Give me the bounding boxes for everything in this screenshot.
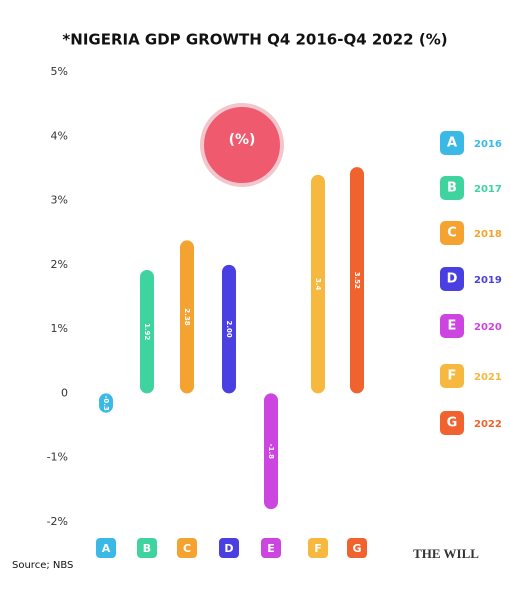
legend-year: 2016: [474, 139, 502, 150]
bar: [222, 264, 236, 394]
category-badge: [347, 538, 367, 558]
legend-badge: [440, 131, 464, 155]
value-label: -0.3: [102, 395, 110, 410]
category-badge: [137, 538, 157, 558]
category-badge: [177, 538, 197, 558]
legend-badge: [440, 364, 464, 388]
legend-badge: [440, 221, 464, 245]
category-badge: [261, 538, 281, 558]
x-tick-label: A: [102, 542, 111, 555]
legend-year: 2018: [474, 229, 502, 240]
legend-badge: [440, 176, 464, 200]
legend-letter: C: [447, 226, 457, 241]
y-tick-label: 2%: [51, 258, 68, 271]
legend-letter: A: [447, 136, 457, 151]
y-tick-label: 1%: [51, 322, 68, 335]
category-badge: [219, 538, 239, 558]
logo: THE WILL: [413, 546, 479, 561]
legend-badge: [440, 411, 464, 435]
value-label: 3.4: [314, 278, 322, 291]
bar: [180, 240, 194, 394]
x-tick-label: E: [267, 542, 275, 555]
x-tick-label: G: [352, 542, 361, 555]
legend-letter: G: [447, 416, 458, 431]
legend-year: 2017: [474, 184, 502, 195]
bar: [140, 270, 154, 394]
value-label: -1.8: [267, 444, 275, 459]
x-tick-label: B: [143, 542, 151, 555]
x-tick-label: F: [314, 542, 322, 555]
value-label: 3.52: [353, 272, 361, 289]
legend-letter: D: [447, 272, 458, 287]
value-label: 1.92: [143, 323, 151, 340]
badge-text: (%): [229, 132, 256, 148]
bar: [350, 167, 364, 394]
legend-year: 2021: [474, 372, 502, 383]
legend-badge: [440, 314, 464, 338]
source: Source; NBS: [12, 560, 73, 571]
y-tick-label: 3%: [51, 194, 68, 207]
badge-circle: [200, 103, 284, 187]
category-badge: [308, 538, 328, 558]
bar: [99, 393, 113, 413]
category-badge: [96, 538, 116, 558]
value-label: 2.00: [225, 321, 233, 338]
y-tick-label: 4%: [51, 129, 68, 142]
value-label: 2.38: [183, 308, 191, 325]
x-tick-label: D: [224, 542, 233, 555]
x-tick-label: C: [183, 542, 191, 555]
legend-badge: [440, 267, 464, 291]
legend-year: 2022: [474, 419, 502, 430]
legend-letter: F: [448, 369, 457, 384]
y-tick-label: -2%: [47, 515, 68, 528]
y-tick-label: -1%: [47, 451, 68, 464]
y-tick-label: 0: [61, 386, 68, 399]
bar: [311, 174, 325, 394]
bar: [264, 393, 278, 510]
legend-year: 2020: [474, 322, 502, 333]
y-tick-label: 5%: [51, 65, 68, 78]
legend-year: 2019: [474, 275, 502, 286]
legend-letter: E: [448, 319, 457, 334]
chart-title: *NIGERIA GDP GROWTH Q4 2016-Q4 2022 (%): [62, 31, 447, 49]
legend-letter: B: [447, 181, 457, 196]
